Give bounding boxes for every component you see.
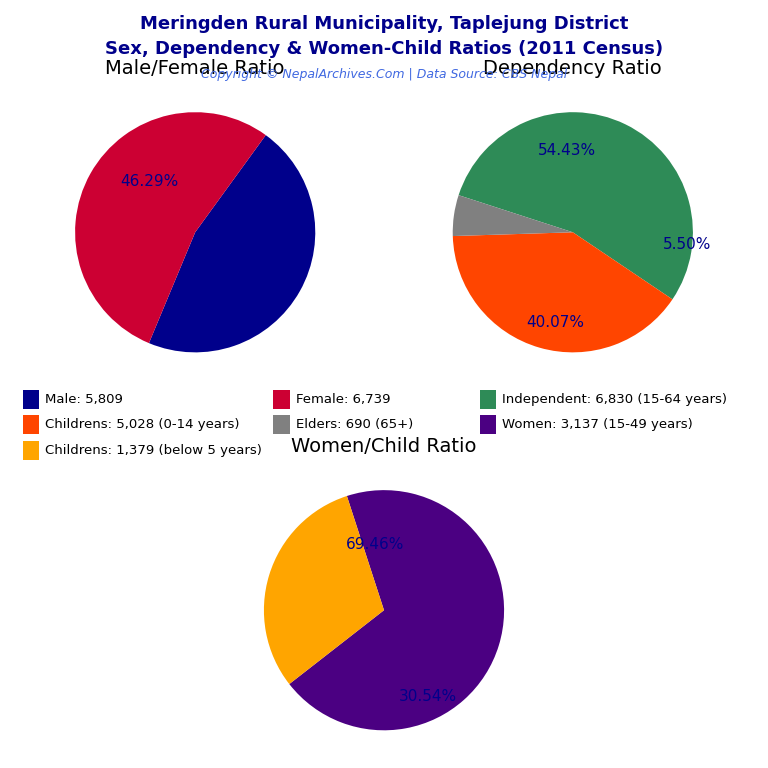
Wedge shape — [149, 135, 316, 353]
Text: 40.07%: 40.07% — [526, 315, 584, 329]
Wedge shape — [75, 112, 266, 343]
Text: Male: 5,809: Male: 5,809 — [45, 392, 123, 406]
Text: Female: 6,739: Female: 6,739 — [296, 392, 390, 406]
Title: Women/Child Ratio: Women/Child Ratio — [291, 437, 477, 455]
Text: 53.71%: 53.71% — [222, 300, 280, 314]
Text: 69.46%: 69.46% — [346, 537, 404, 551]
Wedge shape — [452, 195, 573, 236]
Text: Childrens: 1,379 (below 5 years): Childrens: 1,379 (below 5 years) — [45, 444, 262, 457]
Wedge shape — [458, 112, 693, 300]
Text: 30.54%: 30.54% — [399, 689, 456, 704]
Wedge shape — [290, 490, 504, 730]
Text: 54.43%: 54.43% — [538, 143, 596, 158]
Text: Independent: 6,830 (15-64 years): Independent: 6,830 (15-64 years) — [502, 392, 727, 406]
Text: Elders: 690 (65+): Elders: 690 (65+) — [296, 419, 412, 431]
Text: Copyright © NepalArchives.Com | Data Source: CBS Nepal: Copyright © NepalArchives.Com | Data Sou… — [201, 68, 567, 81]
Text: Childrens: 5,028 (0-14 years): Childrens: 5,028 (0-14 years) — [45, 419, 240, 431]
Bar — [23, 415, 39, 435]
Text: Meringden Rural Municipality, Taplejung District: Meringden Rural Municipality, Taplejung … — [140, 15, 628, 33]
Bar — [23, 389, 39, 409]
Text: 46.29%: 46.29% — [121, 174, 179, 190]
Wedge shape — [453, 232, 673, 353]
Title: Dependency Ratio: Dependency Ratio — [483, 59, 662, 78]
Text: 5.50%: 5.50% — [663, 237, 711, 252]
Bar — [480, 415, 496, 435]
Text: Women: 3,137 (15-49 years): Women: 3,137 (15-49 years) — [502, 419, 693, 431]
Bar — [273, 415, 290, 435]
Text: Sex, Dependency & Women-Child Ratios (2011 Census): Sex, Dependency & Women-Child Ratios (20… — [105, 40, 663, 58]
Bar — [273, 389, 290, 409]
Bar — [23, 441, 39, 460]
Title: Male/Female Ratio: Male/Female Ratio — [105, 59, 285, 78]
Wedge shape — [264, 496, 384, 684]
Bar — [480, 389, 496, 409]
